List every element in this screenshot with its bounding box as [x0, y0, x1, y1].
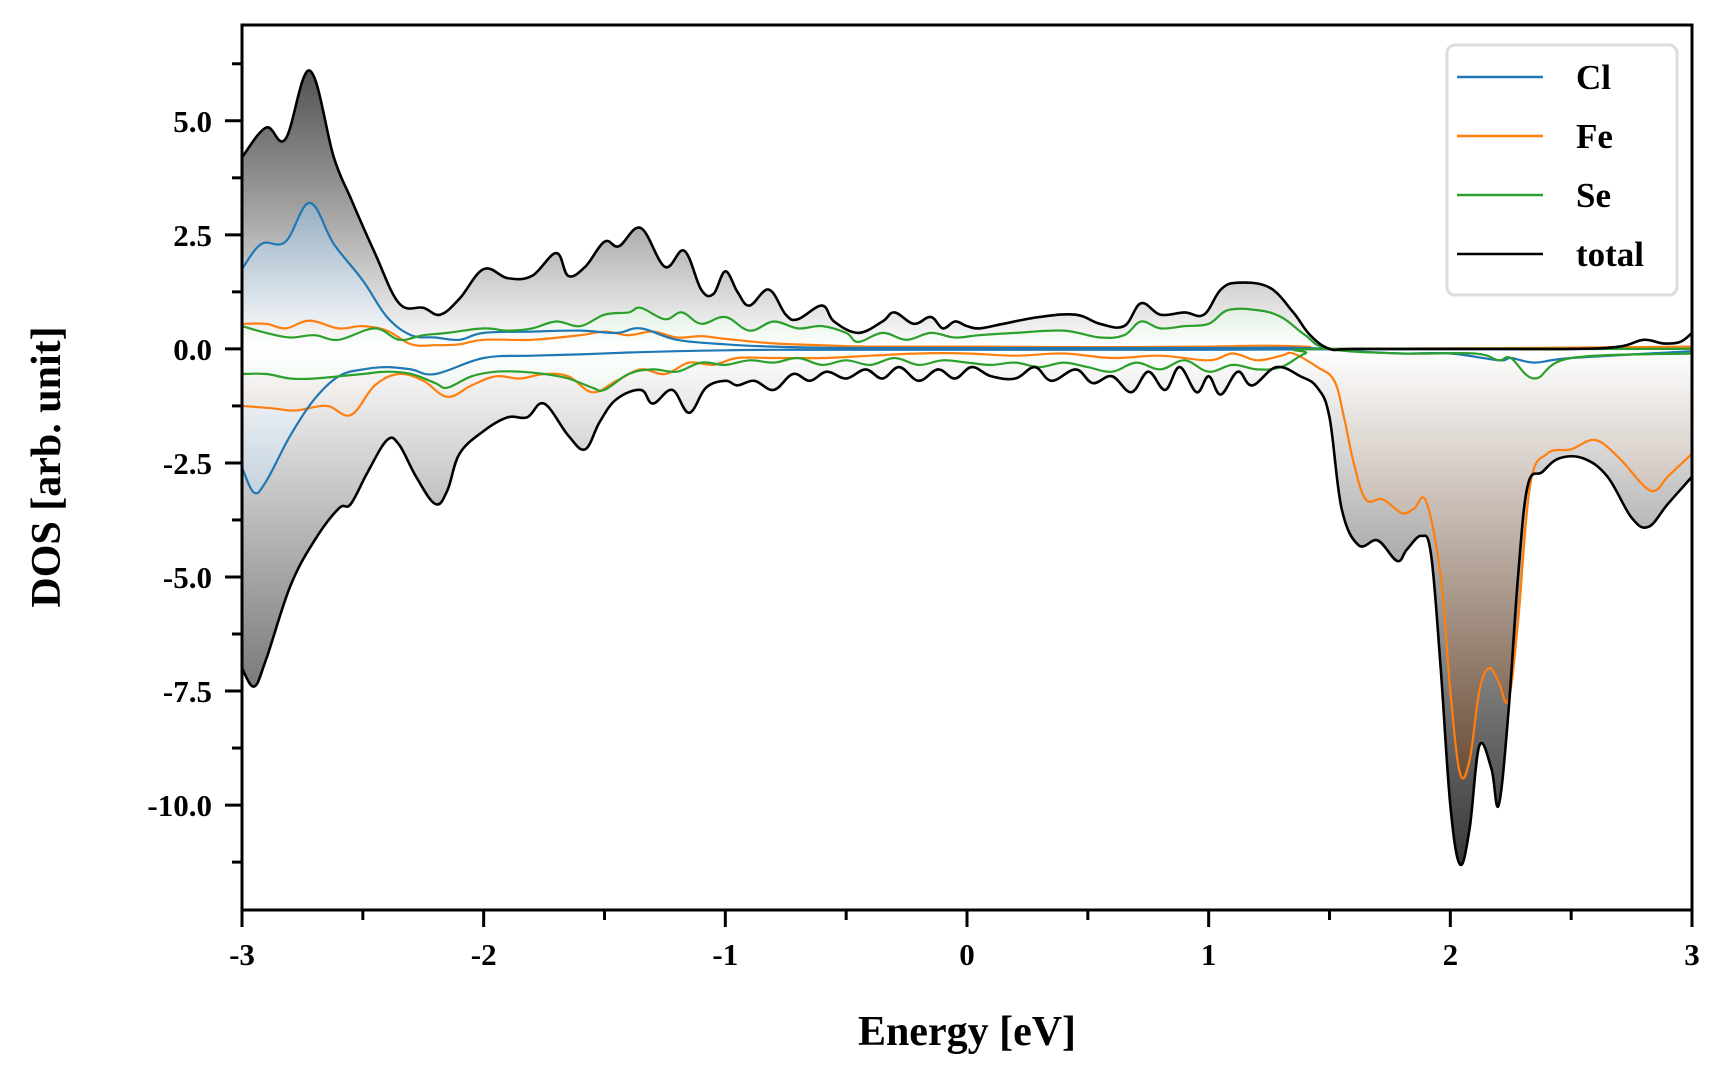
legend-box [1445, 43, 1679, 297]
cl-spin-down-line [242, 347, 1692, 495]
x-tick-label: 1 [1201, 937, 1217, 972]
fe-spin-down-fill [242, 348, 1692, 779]
y-tick-label: -10.0 [147, 788, 212, 823]
legend-entry-total: total [1457, 235, 1644, 274]
legend-label: Se [1576, 176, 1611, 215]
dos-fill-areas [242, 70, 1692, 865]
total-spin-up-line [242, 69, 1692, 352]
x-tick-label: -2 [471, 937, 497, 972]
legend-label: total [1576, 235, 1644, 274]
x-axis-title: Energy [eV] [858, 1009, 1076, 1055]
y-tick-label: 0.0 [173, 332, 212, 367]
se-spin-down-fill [242, 348, 1692, 391]
legend-entry-se: Se [1457, 176, 1611, 215]
x-axis: -3 -2 -1 0 1 2 3 [229, 910, 1700, 972]
x-tick-label: 3 [1684, 937, 1700, 972]
se-spin-down-line [242, 347, 1692, 392]
x-tick-label: -3 [229, 937, 255, 972]
se-spin-up-fill [242, 307, 1692, 379]
x-tick-label: -1 [712, 937, 738, 972]
y-tick-label: 5.0 [173, 104, 212, 139]
dos-series-lines [242, 69, 1692, 867]
total-spin-down-line [242, 365, 1692, 867]
x-tick-label: 2 [1443, 937, 1459, 972]
y-axis-title: DOS [arb. unit] [24, 326, 70, 607]
y-axis: 5.0 2.5 0.0 -2.5 -5.0 -7.5 -10.0 [147, 62, 242, 864]
se-spin-up-line [242, 306, 1692, 380]
y-tick-label: -2.5 [163, 446, 212, 481]
y-tick-label: -5.0 [163, 560, 212, 595]
legend-entry-fe: Fe [1457, 117, 1613, 156]
x-tick-label: 0 [959, 937, 975, 972]
legend-entry-cl: Cl [1457, 58, 1611, 97]
legend-label: Cl [1576, 58, 1611, 97]
total-spin-up-fill [242, 70, 1692, 351]
y-tick-label: 2.5 [173, 218, 212, 253]
legend-label: Fe [1576, 117, 1613, 156]
y-tick-label: -7.5 [163, 674, 212, 709]
legend: Cl Fe Se total [1445, 43, 1679, 297]
